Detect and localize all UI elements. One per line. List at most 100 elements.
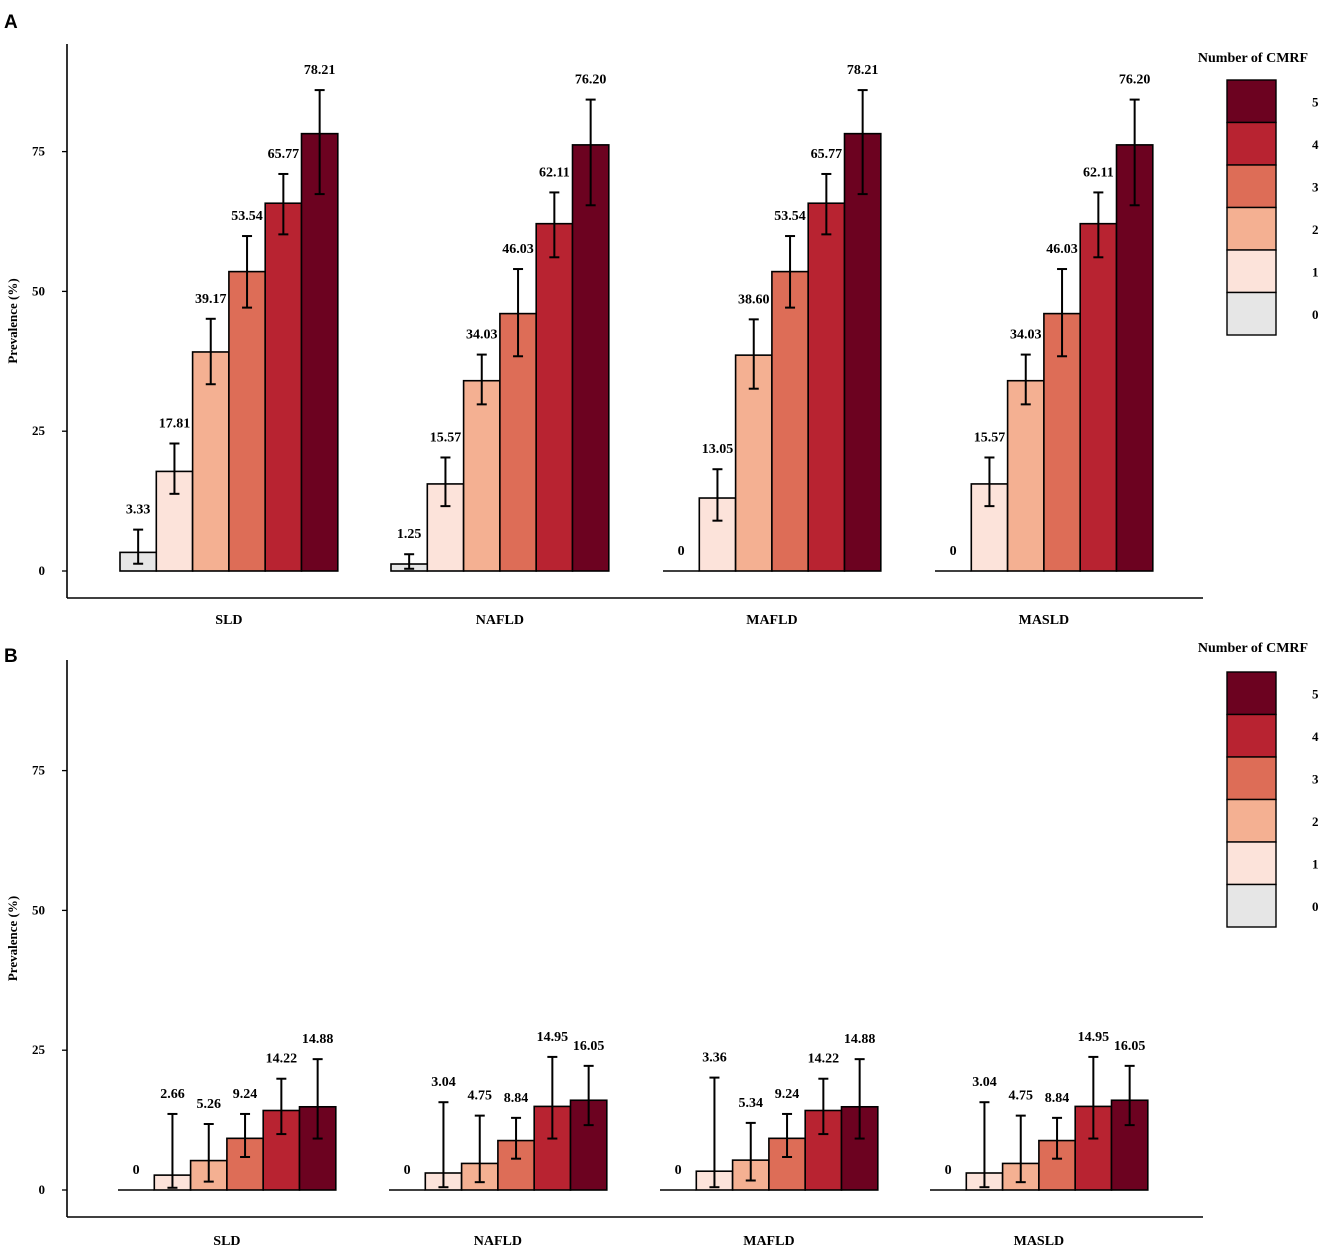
- data-label: 46.03: [1046, 242, 1078, 257]
- legend-label: 1: [1312, 264, 1319, 279]
- legend-swatch: [1226, 164, 1277, 209]
- data-label: 0: [404, 1163, 411, 1178]
- data-label: 1.25: [397, 527, 422, 542]
- data-label: 65.77: [811, 147, 843, 162]
- data-label: 4.75: [468, 1089, 493, 1104]
- data-label: 9.24: [233, 1087, 258, 1102]
- x-category-label: NAFLD: [476, 613, 524, 628]
- bar: [1110, 1099, 1149, 1191]
- data-label: 13.05: [702, 442, 734, 457]
- panel-a-letter: A: [4, 12, 18, 33]
- data-label: 15.57: [974, 430, 1006, 445]
- panel-b-plot: 0 25 50 75 Prevalence (%) SLD 0 2.66 5.26 9.24 14.…: [5, 660, 1203, 1249]
- data-label: 14.88: [844, 1032, 876, 1047]
- legend-label: 1: [1312, 856, 1319, 871]
- legend-swatch: [1226, 756, 1277, 801]
- legend-swatch: [1226, 206, 1277, 251]
- bar: [1079, 222, 1118, 572]
- data-label: 46.03: [502, 242, 534, 257]
- legend-label: 2: [1312, 222, 1319, 237]
- data-label: 14.22: [266, 1052, 298, 1067]
- legend-swatch: [1226, 79, 1277, 124]
- data-label: 65.77: [268, 147, 300, 162]
- data-label: 62.11: [1083, 165, 1114, 180]
- x-category-label: MAFLD: [746, 613, 797, 628]
- legend-label: 2: [1312, 814, 1319, 829]
- data-label: 5.26: [197, 1097, 222, 1112]
- data-label: 4.75: [1009, 1089, 1034, 1104]
- data-label: 2.66: [160, 1087, 185, 1102]
- data-label: 16.05: [573, 1039, 605, 1054]
- data-label: 8.84: [1045, 1091, 1070, 1106]
- y-tick-label: 25: [32, 1042, 46, 1057]
- legend-swatch: [1226, 713, 1277, 758]
- x-category-label: SLD: [213, 1234, 240, 1249]
- bar: [1006, 379, 1045, 572]
- data-label: 17.81: [159, 417, 191, 432]
- data-label: 38.60: [738, 292, 770, 307]
- data-label: 14.95: [1078, 1030, 1110, 1045]
- data-label: 0: [678, 544, 685, 559]
- legend-swatch: [1226, 798, 1277, 843]
- bar: [426, 483, 465, 572]
- data-label: 0: [950, 544, 957, 559]
- y-tick-label: 75: [32, 763, 46, 778]
- bar: [734, 354, 773, 572]
- legend-label: 4: [1312, 729, 1319, 744]
- bar: [843, 132, 882, 572]
- x-category-label: MAFLD: [743, 1234, 794, 1249]
- legend-swatch: [1226, 883, 1277, 928]
- data-label: 3.36: [702, 1051, 727, 1066]
- y-tick-label: 0: [39, 1182, 46, 1197]
- y-axis-title: Prevalence (%): [5, 896, 20, 981]
- data-label: 3.04: [431, 1075, 456, 1090]
- data-label: 16.05: [1114, 1039, 1146, 1054]
- data-label: 3.04: [972, 1075, 997, 1090]
- data-label: 39.17: [195, 292, 227, 307]
- data-label: 78.21: [304, 63, 336, 78]
- bar: [462, 379, 501, 572]
- legend-label: 5: [1312, 686, 1319, 701]
- y-tick-label: 25: [32, 423, 46, 438]
- y-tick-label: 0: [39, 563, 46, 578]
- y-axis-title: Prevalence (%): [5, 278, 20, 363]
- data-label: 62.11: [539, 165, 570, 180]
- legend-label: 0: [1312, 899, 1319, 914]
- bar: [228, 270, 266, 572]
- panel-b-letter: B: [4, 646, 18, 667]
- data-label: 14.88: [302, 1032, 334, 1047]
- data-label: 0: [675, 1163, 682, 1178]
- data-label: 76.20: [1119, 73, 1151, 88]
- data-label: 53.54: [774, 209, 806, 224]
- legend-swatch: [1226, 249, 1277, 294]
- data-label: 53.54: [231, 209, 263, 224]
- data-label: 78.21: [847, 63, 879, 78]
- y-tick-label: 50: [32, 283, 45, 298]
- legend-label: 3: [1312, 771, 1319, 786]
- data-label: 14.95: [537, 1030, 569, 1045]
- data-label: 3.33: [126, 503, 151, 518]
- y-tick-label: 50: [32, 902, 45, 917]
- data-label: 15.57: [430, 430, 462, 445]
- bar: [1115, 144, 1154, 572]
- legend-swatch: [1226, 291, 1277, 336]
- bar: [771, 270, 810, 572]
- legend-label: 5: [1312, 94, 1319, 109]
- data-label: 5.34: [739, 1096, 764, 1111]
- x-category-label: NAFLD: [474, 1234, 522, 1249]
- y-tick-label: 75: [32, 144, 46, 159]
- bar: [300, 132, 339, 572]
- x-category-label: MASLD: [1014, 1234, 1065, 1249]
- bar: [807, 202, 846, 572]
- legend-swatch: [1226, 671, 1277, 716]
- bar: [264, 202, 303, 572]
- legend-label: 3: [1312, 179, 1319, 194]
- x-category-label: SLD: [215, 613, 242, 628]
- legend-label: 0: [1312, 307, 1319, 322]
- panel-b-legend: Number of CMRF 5 4 3 2 1 0: [1198, 641, 1319, 928]
- data-label: 14.22: [808, 1052, 840, 1067]
- data-label: 0: [133, 1163, 140, 1178]
- bar: [571, 144, 610, 572]
